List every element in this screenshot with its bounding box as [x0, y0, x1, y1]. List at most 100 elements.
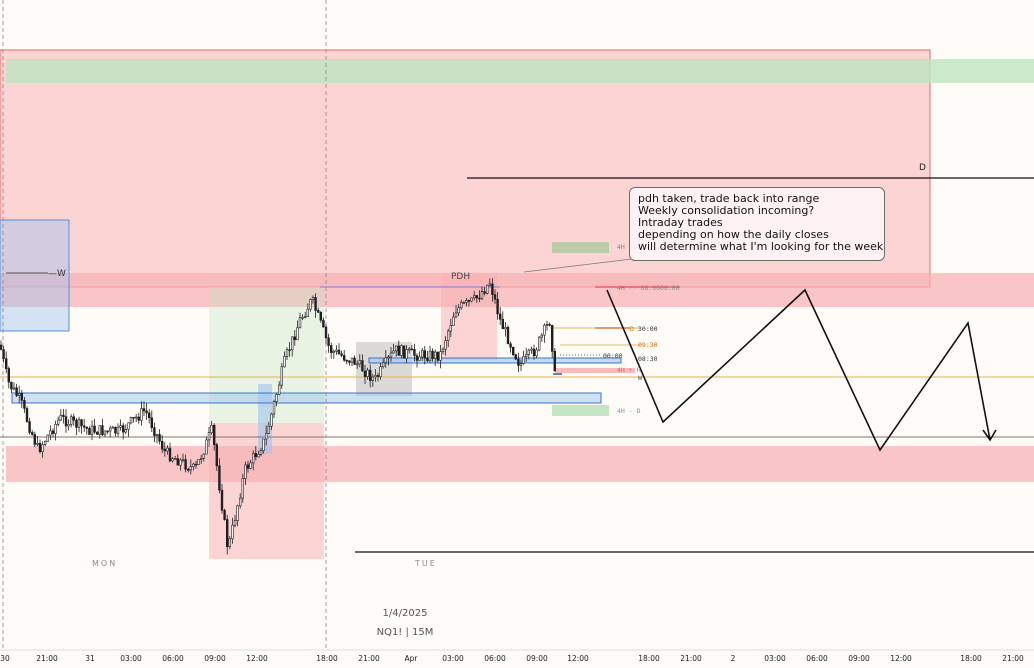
- candle-body: [114, 426, 117, 434]
- candle-body: [262, 438, 265, 451]
- candle-body: [504, 326, 507, 330]
- candle-body: [459, 302, 463, 309]
- candle-body: [340, 353, 343, 356]
- candle-body: [457, 307, 460, 314]
- candle-body: [361, 360, 364, 372]
- candle-body: [397, 345, 400, 356]
- time-label-4: 08:30: [638, 355, 658, 363]
- candle-body: [192, 463, 195, 467]
- note-line: Intraday trades: [638, 216, 723, 229]
- pdh-label: PDH: [451, 272, 471, 282]
- candle-body: [446, 330, 450, 341]
- candle-body: [109, 427, 112, 432]
- candle-body: [132, 416, 135, 419]
- candle-body: [530, 348, 533, 351]
- weekly-level-label: —W: [48, 269, 66, 279]
- candle-body: [449, 325, 452, 332]
- candle-body: [7, 368, 11, 383]
- candle-body: [400, 345, 403, 356]
- x-tick-label: 09:00: [204, 654, 226, 663]
- candle-body: [368, 369, 372, 381]
- candle-body: [332, 351, 335, 353]
- candle-body: [376, 375, 380, 377]
- candle-body: [436, 351, 439, 361]
- candle-body: [98, 425, 102, 435]
- candle-body: [77, 419, 81, 428]
- candle-body: [467, 299, 471, 302]
- candle-body: [384, 357, 387, 363]
- candle-body: [252, 453, 255, 464]
- candle-body: [226, 519, 229, 548]
- candle-body: [444, 340, 447, 350]
- candle-body: [150, 417, 153, 428]
- candle-body: [80, 419, 83, 427]
- candle-body: [20, 393, 23, 401]
- candle-body: [296, 327, 299, 341]
- candle-body: [428, 350, 432, 361]
- candle-body: [96, 431, 99, 435]
- x-tick-label: 12:00: [246, 654, 268, 663]
- candle-body: [43, 441, 47, 445]
- candle-body: [220, 489, 224, 511]
- trade-note[interactable]: pdh taken, trade back into range Weekly …: [629, 187, 885, 261]
- candle-body: [15, 387, 18, 396]
- day-label-mon: MON: [92, 559, 118, 568]
- h4-label-top: 4H: [617, 243, 625, 251]
- candle-body: [163, 448, 166, 452]
- x-tick-label: 18:00: [638, 654, 660, 663]
- candle-body: [129, 416, 133, 424]
- candle-body: [181, 459, 185, 461]
- candle-body: [119, 425, 122, 428]
- h4-r-label: 4H + R: [617, 366, 641, 374]
- candle-body: [358, 360, 361, 365]
- fvg-band-long: [11, 392, 602, 404]
- candle-body: [161, 440, 164, 450]
- candle-body: [314, 297, 317, 311]
- candle-body: [127, 422, 130, 430]
- candle-body: [293, 336, 296, 341]
- candle-body: [46, 434, 50, 442]
- candle-body: [228, 538, 231, 547]
- candle-body: [62, 414, 65, 417]
- date-label: 1/4/2025: [382, 608, 428, 619]
- candle-body: [454, 312, 458, 318]
- candle-body: [254, 453, 257, 458]
- candle-body: [155, 434, 159, 436]
- candle-body: [49, 430, 52, 436]
- candle-body: [379, 366, 382, 377]
- candle-body: [10, 381, 13, 390]
- candle-body: [485, 284, 489, 294]
- candle-body: [524, 354, 528, 357]
- candle-body: [327, 337, 330, 346]
- candle-body: [431, 350, 434, 359]
- x-tick-label: 21:00: [36, 654, 58, 663]
- candle-body: [470, 297, 473, 302]
- x-tick-label: 12:00: [890, 654, 912, 663]
- candle-body: [187, 468, 190, 471]
- candle-body: [532, 348, 536, 357]
- candle-body: [348, 360, 351, 363]
- candle-body: [259, 450, 263, 455]
- candle-body: [106, 430, 109, 433]
- x-tick-label: 21:00: [680, 654, 702, 663]
- symbol-label: NQ1! | 15M: [376, 627, 434, 638]
- h4-label-mid: 4H ·· 06:0006:00: [617, 284, 680, 292]
- candle-body: [527, 349, 531, 355]
- projection-arrowhead: [982, 429, 997, 442]
- candle-body: [184, 459, 187, 470]
- candle-body: [433, 351, 437, 359]
- note-line: Weekly consolidation incoming?: [638, 204, 815, 217]
- candle-body: [70, 416, 73, 425]
- candle-body: [410, 348, 413, 351]
- x-tick-label: 03:00: [764, 654, 786, 663]
- candle-body: [233, 520, 237, 526]
- candle-body: [101, 425, 104, 436]
- note-line: pdh taken, trade back into range: [638, 192, 820, 205]
- candle-body: [316, 310, 320, 313]
- candle-body: [301, 316, 304, 319]
- x-tick-label: 06:00: [806, 654, 828, 663]
- candle-body: [36, 442, 39, 445]
- time-label-3: 00:00: [603, 352, 623, 360]
